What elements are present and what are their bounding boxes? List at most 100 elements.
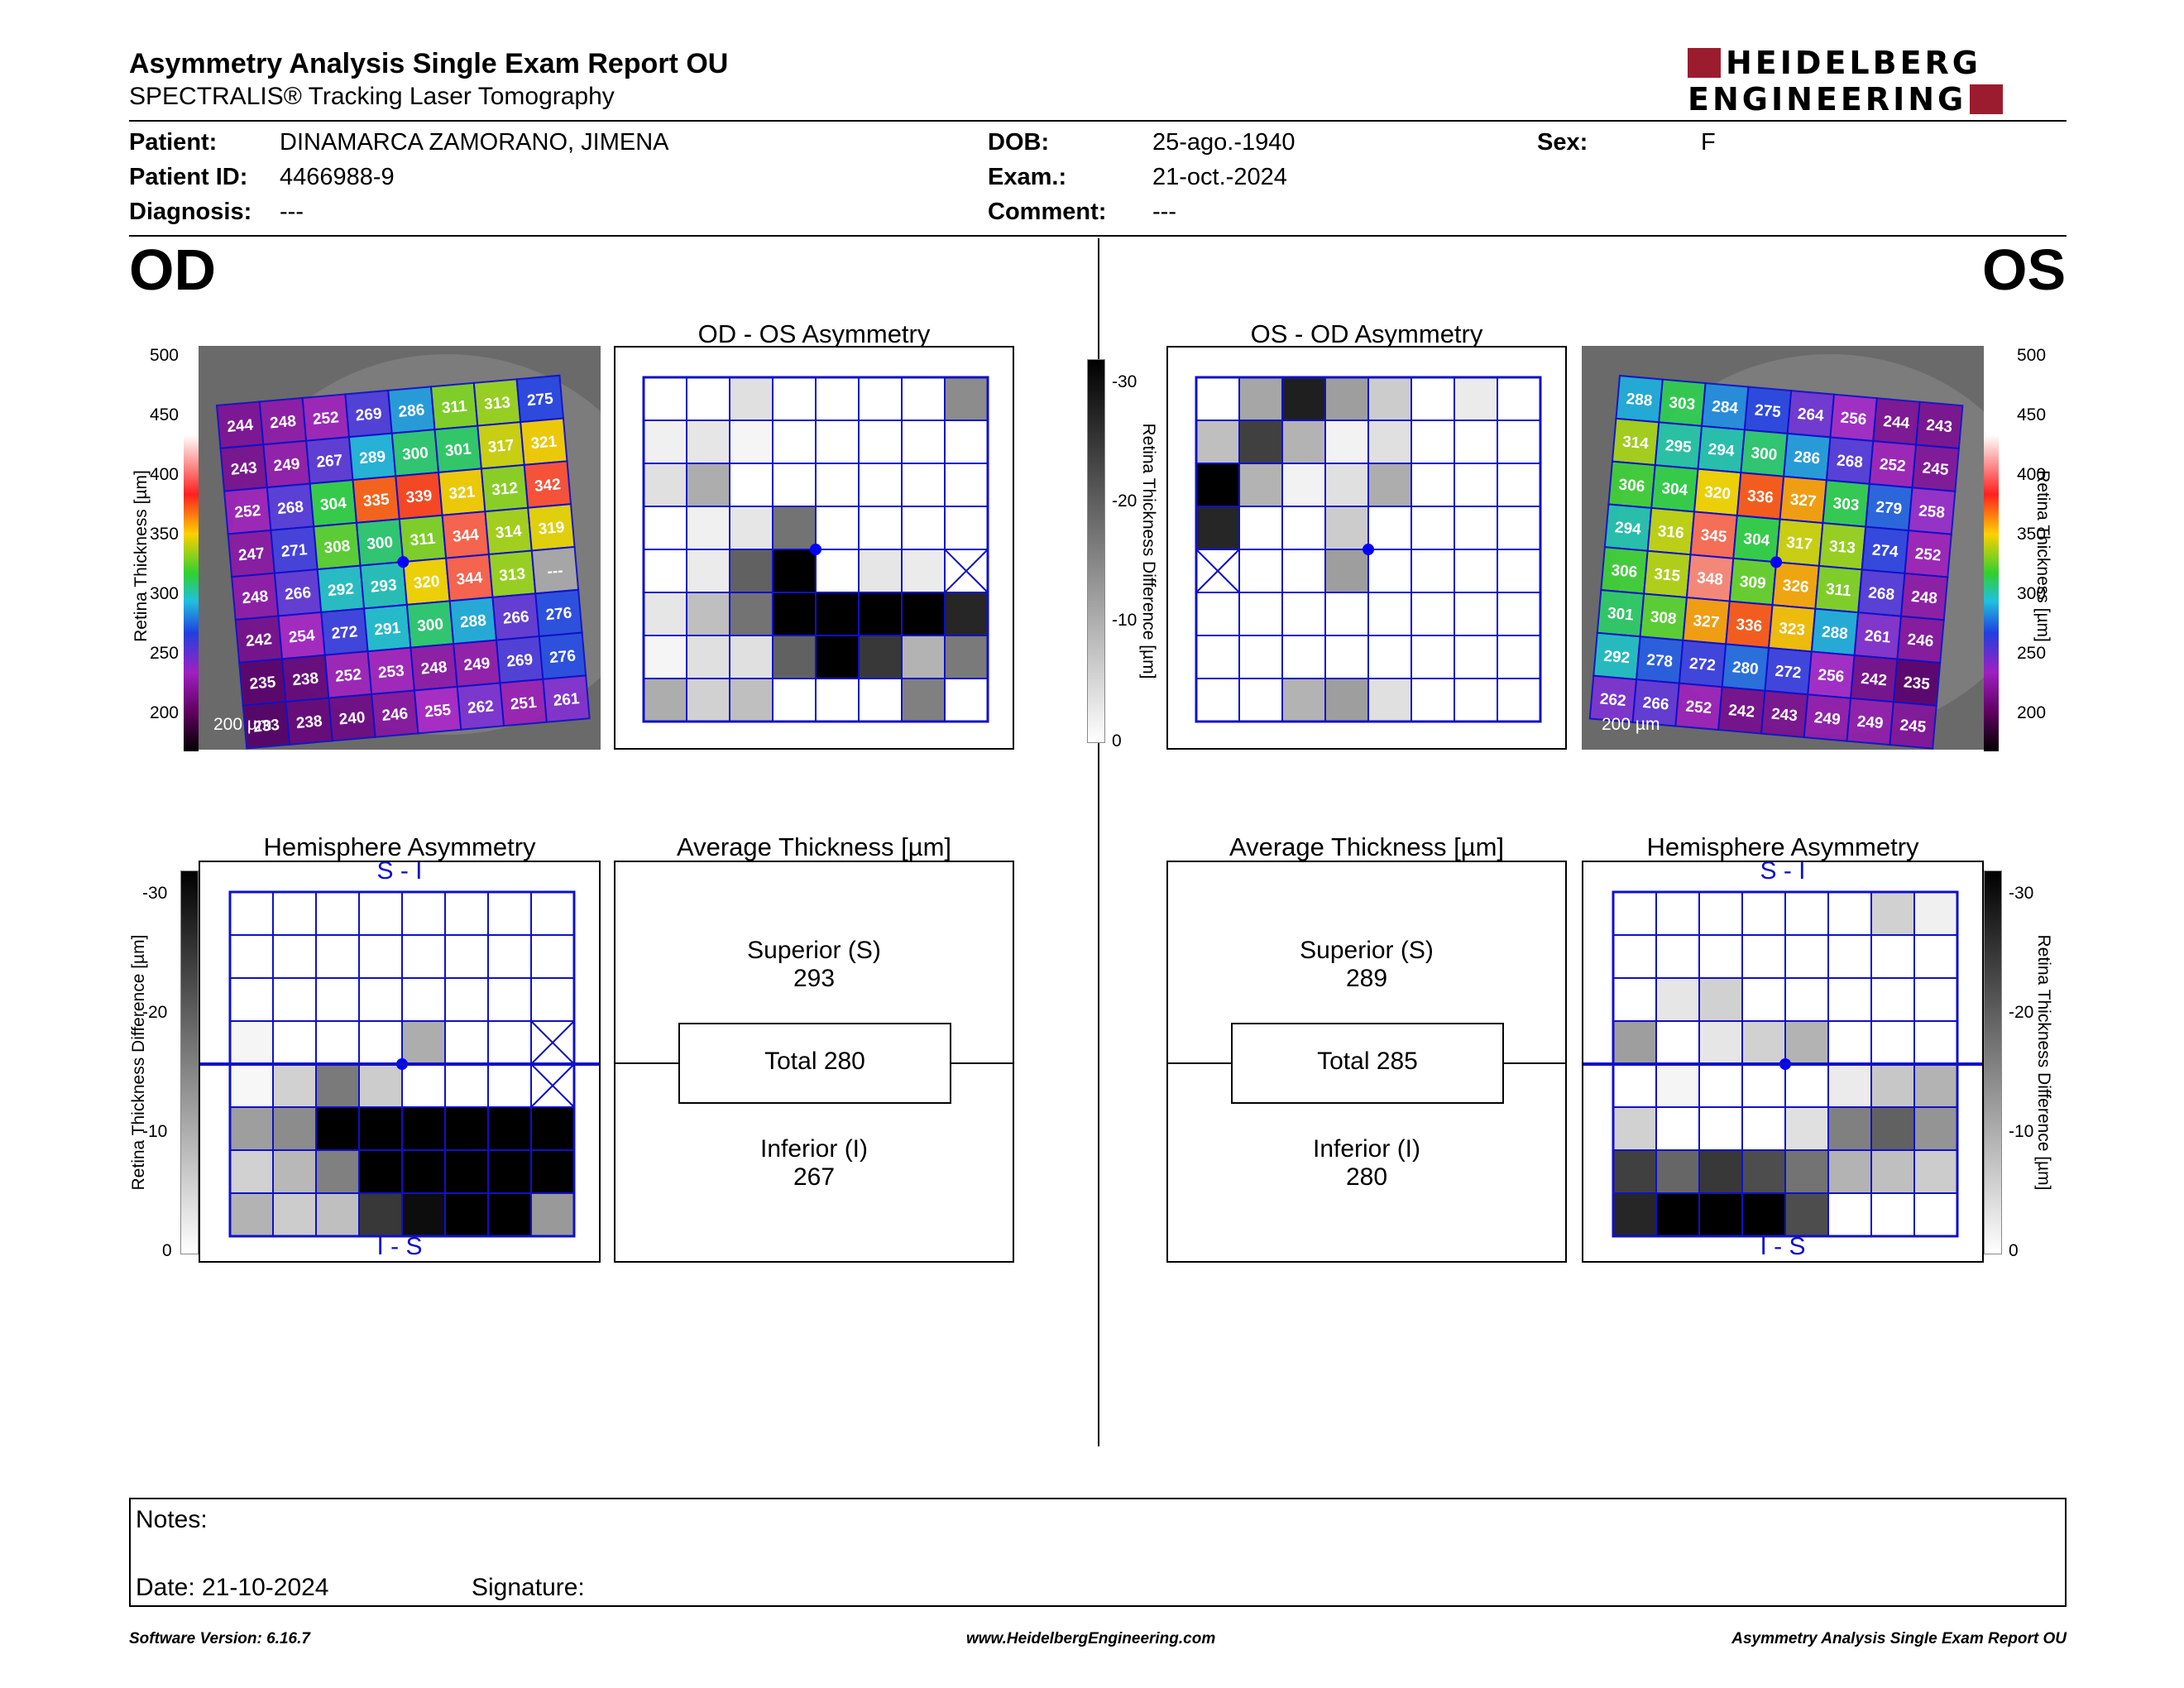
os-map-cell-value: 306: [1611, 562, 1638, 582]
os-hemi-cell: [1655, 1149, 1700, 1194]
od-hemi-tick-20: -20: [142, 1003, 168, 1022]
os-hemi-cell: [1784, 1149, 1829, 1194]
os-map-cell-value: 303: [1832, 495, 1860, 515]
notes-box[interactable]: Notes: Date: 21-10-2024 Signature:: [129, 1498, 2067, 1607]
od-map-cell-value: 320: [413, 573, 440, 592]
os-asym-title: OS - OD Asymmetry: [1250, 319, 1483, 348]
od-thickness-map: 244 248 252 269 286 311 313 275 243 249 267 289 300 3…: [199, 346, 601, 750]
od-hemi-cell: [315, 1192, 360, 1237]
od-asym-cell: [772, 678, 817, 722]
os-map-cell-value: 261: [1864, 627, 1892, 647]
od-asym-cell: [729, 376, 774, 421]
od-asym-cell: [729, 635, 774, 679]
os-hemi-tick-0: 0: [2009, 1241, 2019, 1260]
os-asym-cell: [1454, 506, 1498, 550]
logo-line1: HEIDELBERG: [1726, 45, 1981, 81]
od-asym-cell: [686, 678, 730, 722]
os-hemi-cell: [1655, 977, 1700, 1022]
os-hemi-cell: [1913, 1192, 1958, 1237]
od-hemi-cell: [272, 1020, 317, 1065]
od-map-cell-value: 244: [227, 416, 255, 436]
os-map-grid: 288 303 284 275 264 256 244 243 314 295 294 300 286 2…: [1588, 374, 1964, 750]
os-asym-cell: [1281, 592, 1326, 636]
od-hemi-cell: [358, 1063, 403, 1108]
dob-label: DOB:: [988, 129, 1050, 156]
od-map-cell-value: 276: [548, 647, 576, 667]
os-hemi-cell: [1784, 977, 1829, 1022]
od-asym-cell: [944, 506, 989, 550]
od-hemi-cell: [358, 891, 403, 936]
od-map-cell-value: 304: [319, 495, 347, 515]
od-tick-450: 450: [149, 405, 179, 424]
diff-tick-30-center: -30: [1112, 372, 1138, 391]
od-asym-cell: [686, 463, 730, 507]
od-total-box: Total 280: [678, 1023, 951, 1104]
os-hemi-cell: [1655, 1063, 1700, 1108]
os-map-cell-value: 243: [1925, 417, 1952, 437]
notes-signature: Signature:: [472, 1574, 585, 1601]
os-hemi-cell: [1913, 1149, 1958, 1194]
od-map-cell-value: 286: [398, 401, 425, 421]
os-hemi-cell: [1698, 891, 1743, 936]
os-map-cell-value: 314: [1621, 434, 1650, 453]
od-map-cell-value: 240: [338, 709, 366, 729]
od-hemi-cell: [401, 1192, 446, 1237]
os-total-box: Total 285: [1231, 1023, 1504, 1104]
os-hemi-cell: [1655, 1106, 1700, 1151]
od-hemi-cell: [444, 1192, 489, 1237]
od-asym-cell: [815, 506, 860, 550]
od-map-cell-value: 288: [459, 612, 486, 632]
os-tick-200: 200: [2017, 703, 2047, 722]
od-hemi-title: Hemisphere Asymmetry: [263, 832, 536, 861]
od-map-cell-value: 248: [420, 659, 448, 679]
od-hemi-cell: [229, 977, 274, 1022]
os-map-cell-value: 315: [1653, 566, 1681, 586]
os-scale-bar: 200 µm: [1602, 715, 1660, 734]
od-map-cell-value: 311: [410, 530, 437, 550]
od-asym-cell: [772, 549, 817, 593]
os-hemi-cell: [1741, 1020, 1786, 1065]
os-map-cell-value: 327: [1693, 612, 1720, 632]
os-hemi-cell: [1741, 891, 1786, 936]
od-superior-label: Superior (S): [747, 937, 881, 964]
os-map-cell-value: 304: [1743, 530, 1771, 550]
os-map-fovea-marker: [1770, 556, 1783, 568]
os-map-cell-value: 309: [1739, 573, 1766, 593]
od-superior-value: 293: [793, 965, 836, 992]
od-asym-cell: [944, 678, 989, 722]
od-map-cell-value: 276: [545, 605, 572, 625]
os-hemi-cell: [1698, 1063, 1743, 1108]
os-hemi-cell: [1741, 1063, 1786, 1108]
od-inferior-value: 267: [793, 1163, 836, 1191]
os-hemi-cell: [1741, 1149, 1786, 1194]
os-asym-cell: [1238, 635, 1283, 679]
od-asym-cell: [729, 463, 774, 507]
od-hemi-panel: S - I I - S: [199, 857, 601, 1263]
os-map-cell-value: 246: [1907, 631, 1934, 651]
os-map-cell-value: 262: [1599, 690, 1626, 710]
footer-website[interactable]: www.HeidelbergEngineering.com: [966, 1630, 1216, 1647]
od-asym-cell: [729, 506, 774, 550]
od-hemi-cell: [272, 1192, 317, 1237]
os-hemi-cell: [1612, 1063, 1657, 1108]
os-asym-cell: [1238, 506, 1283, 550]
od-hemi-cell: [272, 1149, 317, 1194]
os-map-cell-value: 348: [1696, 569, 1723, 589]
od-hemi-top-label: S - I: [376, 857, 423, 885]
os-hemi-cell: [1870, 1149, 1915, 1194]
os-tick-500: 500: [2017, 346, 2047, 365]
os-tick-450: 450: [2017, 405, 2047, 424]
os-map-cell-value: 336: [1736, 616, 1763, 635]
od-asym-cell: [944, 420, 989, 464]
os-asym-cell: [1410, 420, 1455, 464]
os-hemi-cell: [1612, 891, 1657, 936]
od-hemi-cell: [401, 1149, 446, 1194]
footer-report-name: Asymmetry Analysis Single Exam Report OU: [1731, 1630, 2067, 1647]
od-asym-cell: [815, 376, 860, 421]
os-map-cell-value: 345: [1700, 526, 1728, 546]
os-asym-cell: [1454, 592, 1498, 636]
diff-colorbar-center: [1087, 359, 1105, 743]
od-map-cell-value: 314: [495, 522, 523, 542]
od-hemi-cell: [487, 1020, 532, 1065]
od-hemi-cell: [315, 934, 360, 979]
